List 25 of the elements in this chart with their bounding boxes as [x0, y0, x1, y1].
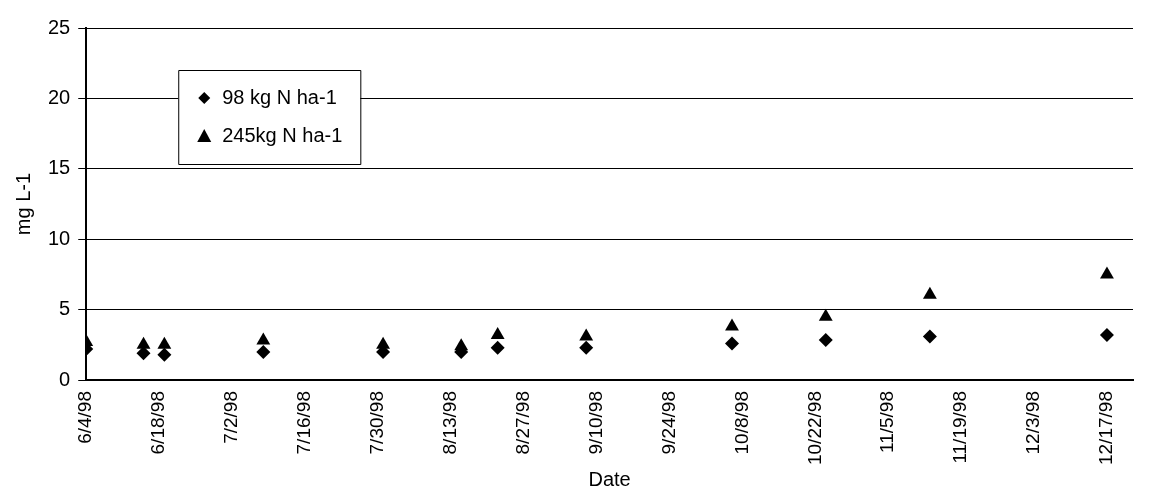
x-tick-label: 11/5/98	[876, 391, 898, 454]
legend-label: 98 kg N ha-1	[222, 85, 337, 108]
x-tick-label: 12/3/98	[1022, 391, 1044, 455]
x-tick-label: 10/22/98	[803, 391, 825, 466]
x-tick-label: 8/27/98	[511, 391, 533, 455]
x-tick-label: 8/13/98	[439, 391, 461, 455]
x-tick-label: 12/17/98	[1095, 391, 1117, 466]
x-tick-label: 6/4/98	[74, 391, 96, 444]
legend-label: 245kg N ha-1	[222, 123, 343, 146]
x-axis-title: Date	[588, 467, 631, 490]
x-tick-label: 6/18/98	[147, 391, 169, 455]
x-tick-label: 7/16/98	[293, 391, 315, 455]
x-tick-label: 7/30/98	[366, 391, 388, 455]
x-tick-label: 11/19/98	[949, 391, 971, 464]
x-tick-label: 10/8/98	[730, 391, 752, 455]
y-tick-label: 10	[48, 226, 71, 249]
y-tick-label: 25	[48, 15, 71, 38]
y-axis-title: mg L-1	[11, 172, 34, 236]
x-tick-label: 7/2/98	[220, 391, 242, 444]
y-tick-label: 0	[59, 367, 71, 390]
x-tick-label: 9/24/98	[657, 391, 679, 455]
y-tick-label: 15	[48, 156, 71, 179]
y-tick-label: 20	[48, 85, 71, 108]
y-tick-label: 5	[59, 297, 71, 320]
x-tick-label: 9/10/98	[584, 391, 606, 455]
